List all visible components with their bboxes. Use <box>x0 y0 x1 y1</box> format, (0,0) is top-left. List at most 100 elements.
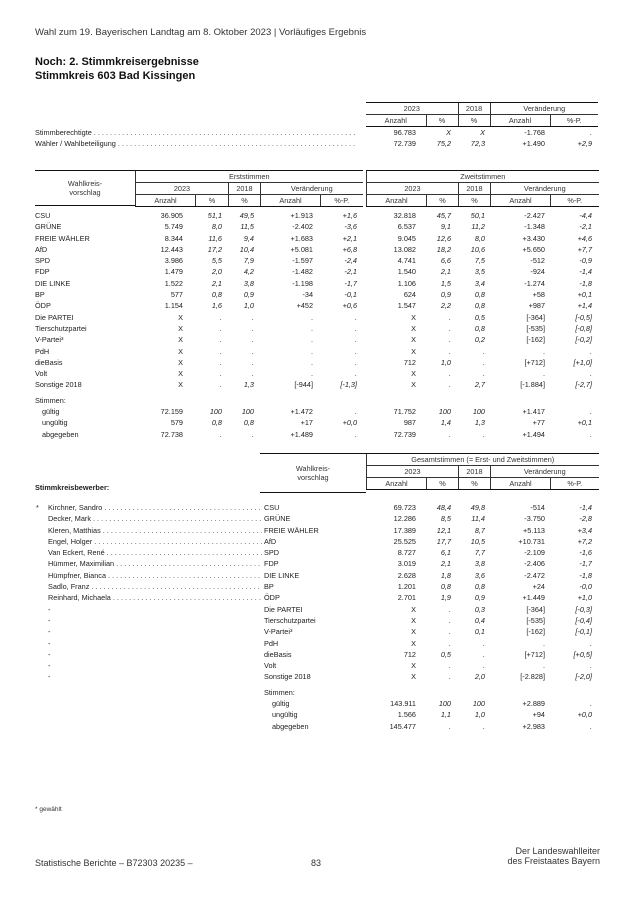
candidate-row: Kleren, Matthias. . . . . . . . . . . . … <box>0 525 636 536</box>
total-vote-value: 145.477 <box>389 721 416 731</box>
first-vote-value: . <box>310 335 313 345</box>
candidate-party: Sonstige 2018 <box>264 672 311 682</box>
second-vote-value: +1.417 <box>522 407 545 417</box>
pct-header: % <box>195 194 229 207</box>
total-vote-value: +5.113 <box>523 525 545 535</box>
first-vote-value: . <box>219 312 222 322</box>
party-name: FREIE WÄHLER <box>35 233 90 243</box>
total-vote-value: 1,1 <box>440 710 451 720</box>
first-vote-value: X <box>178 312 183 322</box>
second-vote-value: . <box>448 323 451 333</box>
proposal-header: Wahlkreis-vorschlag <box>260 453 366 493</box>
total-vote-value: 0,5 <box>440 649 451 659</box>
summary-value: +1.490 <box>522 139 545 149</box>
second-vote-value: 11,2 <box>471 222 485 232</box>
first-vote-value: X <box>178 380 183 390</box>
second-vote-value: . <box>482 369 485 379</box>
total-vote-value: [-364] <box>526 604 545 614</box>
first-vote-value: 579 <box>170 418 183 428</box>
first-vote-value: 8.344 <box>164 233 183 243</box>
first-vote-value: 1,6 <box>211 301 222 311</box>
candidate-row: - Volt X.... <box>0 660 636 671</box>
first-vote-value: . <box>310 369 313 379</box>
second-vote-value: . <box>482 357 485 367</box>
total-vote-value: 2.701 <box>397 593 416 603</box>
candidate-name-with-leader: Sadlo, Franz. . . . . . . . . . . . . . … <box>48 581 262 592</box>
second-vote-value: 2,7 <box>474 380 485 390</box>
second-vote-value: -0,9 <box>579 256 592 266</box>
candidate-party: CSU <box>264 503 280 512</box>
pct-header: % <box>426 194 459 207</box>
total-vote-value: 8,5 <box>440 514 451 524</box>
total-vote-value: 0,4 <box>474 615 485 625</box>
votes-label: ungültig <box>272 710 298 720</box>
party-row: Sonstige 2018 X. 1,3 [-944] [-1,3] X. 2,7 [-1.8… <box>0 379 636 390</box>
second-vote-value: 3,4 <box>474 278 485 288</box>
summary-row: Wähler / Wahlbeteiligung. . . . . . . . … <box>0 138 636 149</box>
first-vote-value: [-1,3] <box>340 380 357 390</box>
summary-header: 2023 2018 Veränderung Anzahl%% Anzahl %-P. <box>366 102 599 127</box>
summary-value: X <box>480 128 485 137</box>
second-vote-value: 1,0 <box>440 357 451 367</box>
count-header: Anzahl <box>490 477 551 490</box>
candidate-row: Engel, Holger. . . . . . . . . . . . . .… <box>0 536 636 547</box>
change-header: Veränderung <box>490 465 599 478</box>
second-vote-value: -1.274 <box>524 278 545 288</box>
total-vote-value: . <box>589 638 592 648</box>
total-vote-value: +24 <box>532 582 545 592</box>
second-vote-value: . <box>448 429 451 439</box>
first-second-votes-rows: CSU 36.905 51,1 49,5 +1.913 +1,6 32.818 45,7 50,… <box>0 210 636 440</box>
first-vote-value: . <box>310 323 313 333</box>
candidate-name: - <box>48 615 51 625</box>
summary-value: -1.768 <box>524 128 545 137</box>
second-vote-value: . <box>482 346 485 356</box>
second-vote-value: . <box>589 407 592 417</box>
candidate-party: PdH <box>264 638 279 648</box>
second-vote-value: +0,1 <box>577 290 592 300</box>
first-vote-value: . <box>310 346 313 356</box>
party-row: GRÜNE 5.749 8,0 11,5 -2.402 -3,6 6.537 9,1 11,2 -… <box>0 221 636 232</box>
total-vote-value: 48,4 <box>436 503 451 512</box>
candidate-row: - Tierschutzpartei X. 0,4 [-535] [-0,4] <box>0 615 636 626</box>
candidate-name: Engel, Holger <box>48 536 93 546</box>
votes-row: abgegeben 72.738.. +1.489. 72.739.. +1.494. <box>0 429 636 440</box>
first-vote-value: +1.913 <box>290 211 313 220</box>
party-row: V-Partei³ X.... X. 0,2 [-162] [-0,2] <box>0 334 636 345</box>
candidate-name: Kleren, Matthias <box>48 525 101 535</box>
second-vote-value: 10,6 <box>470 244 485 254</box>
total-vote-value: [+712] <box>524 649 546 659</box>
candidate-row: * Kirchner, Sandro. . . . . . . . . . . .… <box>0 502 636 513</box>
party-name: AfD <box>35 244 48 254</box>
proposal-label: Wahlkreis-vorschlag <box>67 179 103 197</box>
total-vote-value: [-162] <box>526 627 545 637</box>
total-vote-value: 1.201 <box>397 582 416 592</box>
candidate-row: Van Eckert, René. . . . . . . . . . . . … <box>0 547 636 558</box>
total-vote-value: +2.983 <box>522 721 545 731</box>
first-vote-value: -2,4 <box>344 256 357 266</box>
count-header: Anzahl <box>260 194 321 207</box>
total-vote-value: -1,4 <box>579 503 592 512</box>
first-vote-value: . <box>354 357 357 367</box>
first-vote-value: 8,0 <box>211 222 222 232</box>
second-vote-value: 1.106 <box>397 278 416 288</box>
first-vote-value: . <box>251 323 254 333</box>
party-row: FDP 1.479 2,0 4,2 -1.482 -2,1 1.540 2,1 3,5 -924 -… <box>0 266 636 277</box>
candidate-name: - <box>48 627 51 637</box>
second-vote-value: [-364] <box>526 312 545 322</box>
footer-publication: Statistische Berichte – B72303 20235 – <box>35 858 193 868</box>
total-vote-value: -514 <box>530 503 545 512</box>
first-vote-value: . <box>354 407 357 417</box>
second-vote-value: X <box>411 369 416 379</box>
pct-points-header: %-P. <box>319 194 363 207</box>
votes-heading: Stimmen: <box>35 395 66 405</box>
leader-dots: . . . . . . . . . . . . . . . . . . . . … <box>106 548 262 558</box>
first-vote-value: X <box>178 346 183 356</box>
total-vote-value: 10,5 <box>470 536 485 546</box>
total-vote-value: +1.449 <box>522 593 545 603</box>
candidate-name-with-leader: Engel, Holger. . . . . . . . . . . . . .… <box>48 536 262 547</box>
leader-dots: . . . . . . . . . . . . . . . . . . . . … <box>93 128 355 137</box>
total-vote-value: 0,8 <box>440 582 451 592</box>
second-vote-value: 0,8 <box>474 301 485 311</box>
second-vote-value: 8,0 <box>474 233 485 243</box>
total-vote-value: X <box>411 604 416 614</box>
